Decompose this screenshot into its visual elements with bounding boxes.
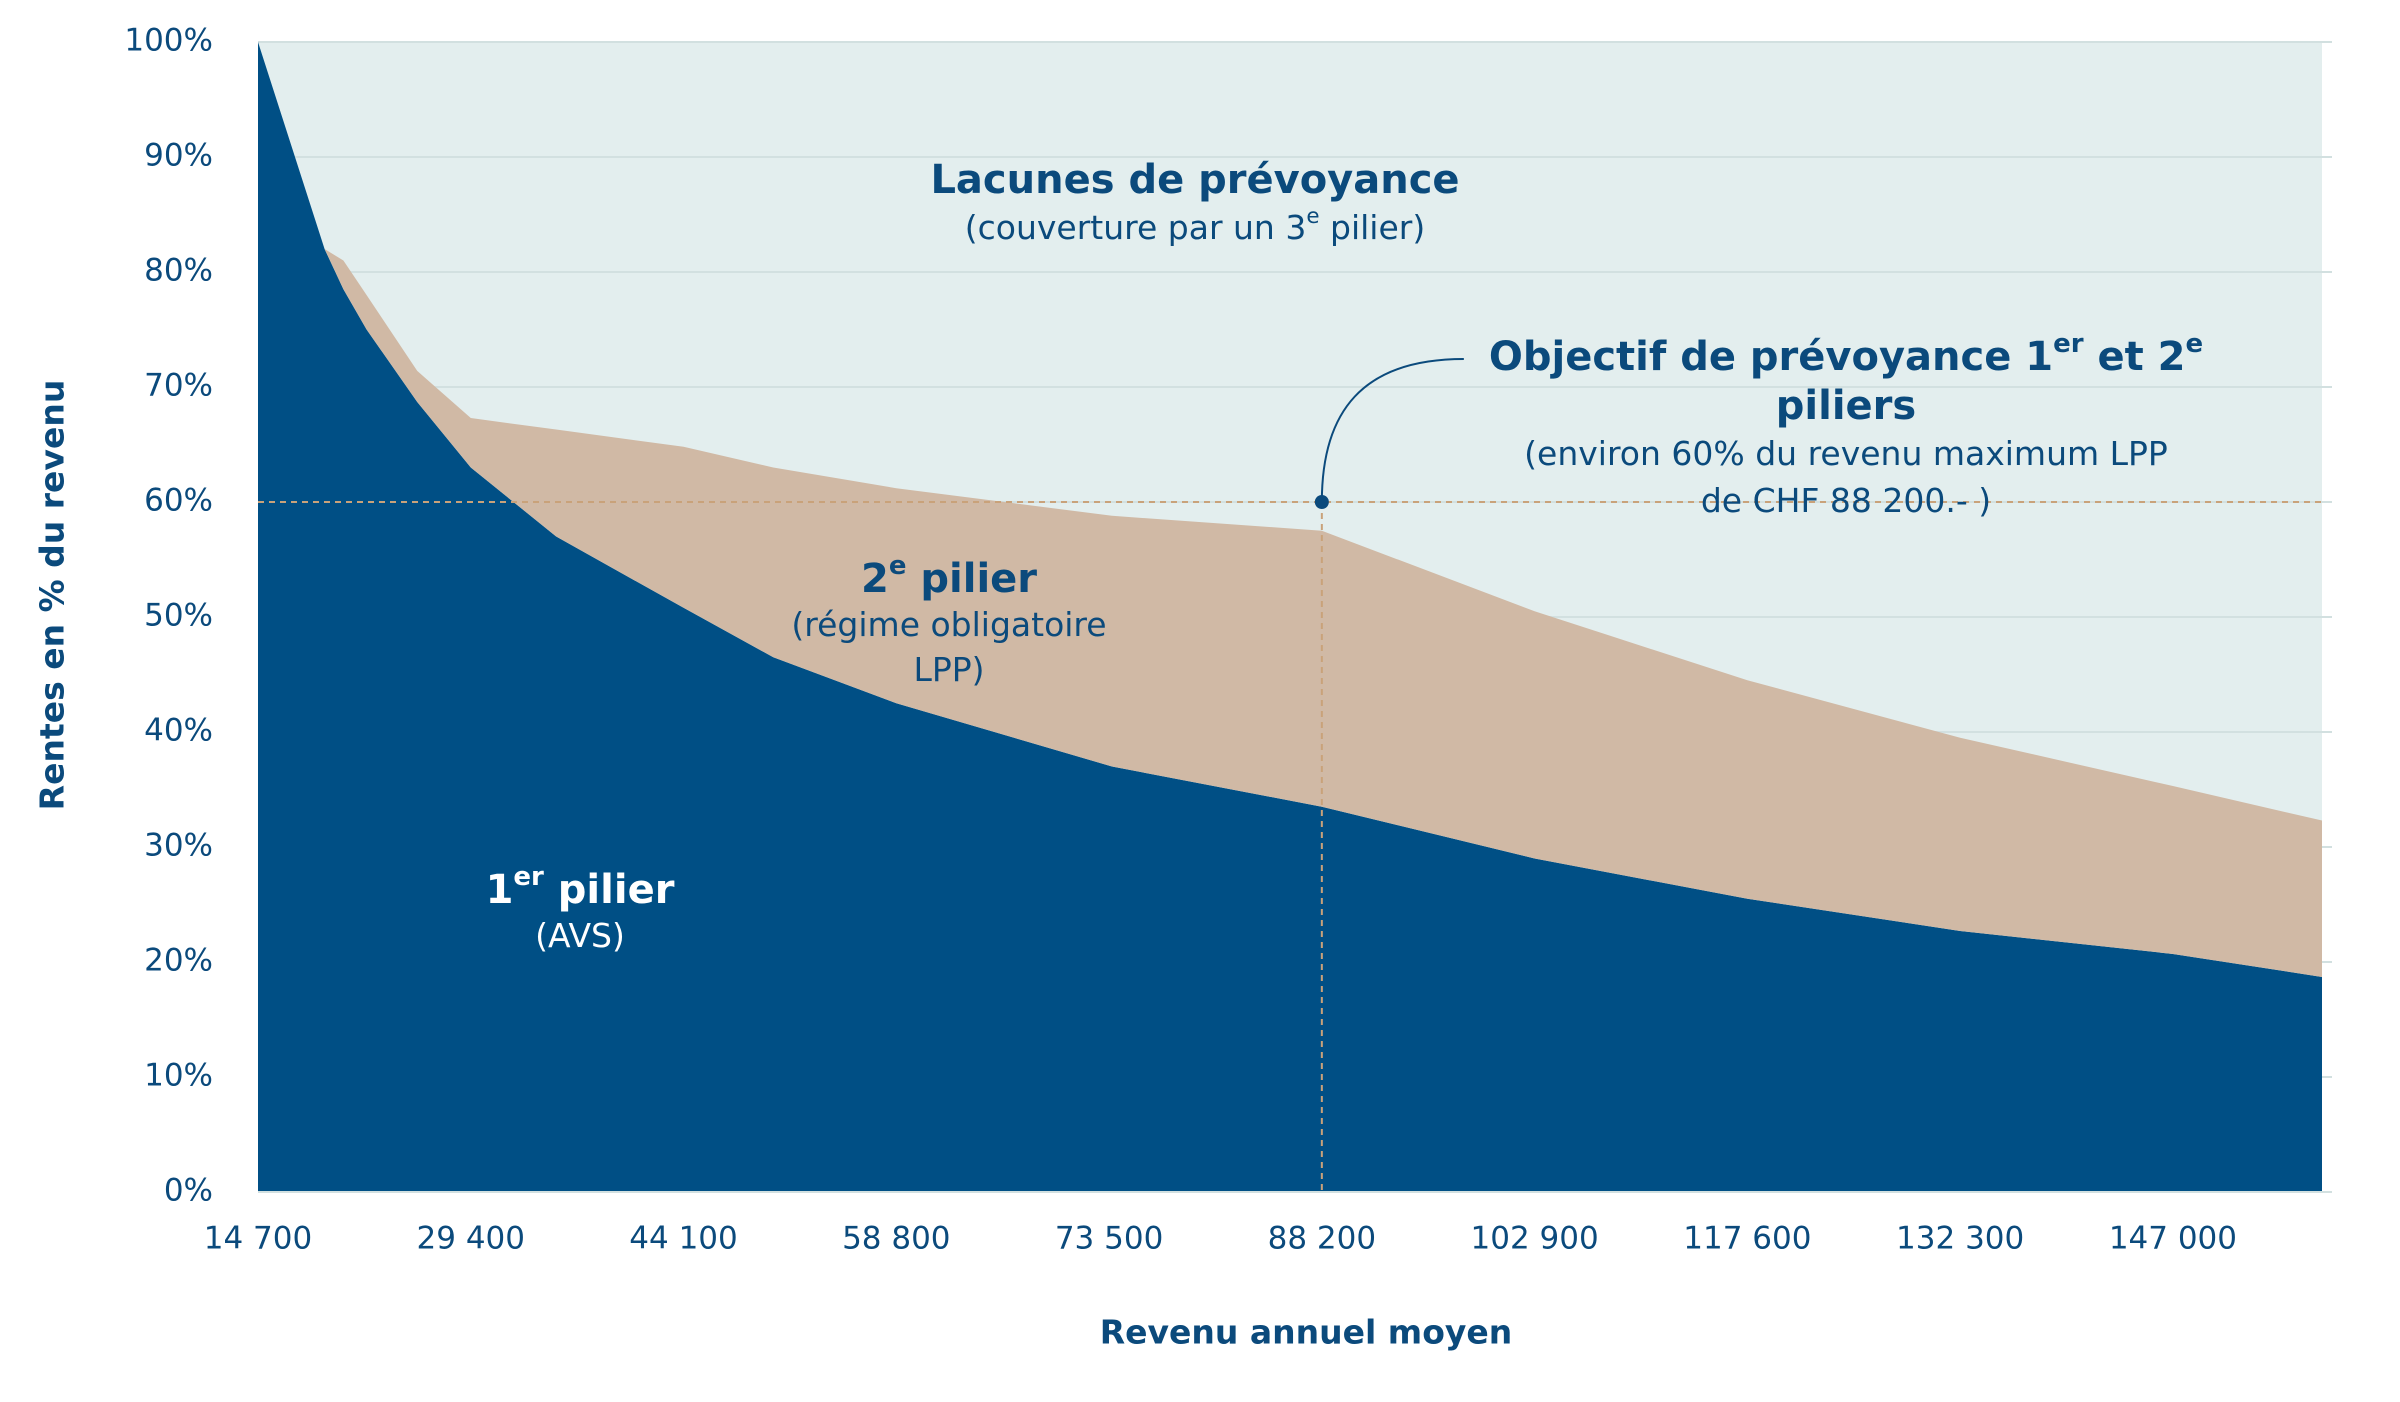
annotation-text: er	[513, 862, 544, 892]
annotation-text: (régime obligatoire	[791, 605, 1106, 644]
annotation-text: pilier	[544, 867, 675, 913]
annotation-text: Objectif de prévoyance 1	[1489, 334, 2053, 380]
y-tick-label: 20%	[144, 943, 213, 979]
x-tick-label: 58 800	[842, 1221, 950, 1257]
annotation: de CHF 88 200.- )	[1701, 481, 1991, 520]
y-axis-title: Rentes en % du revenu	[33, 380, 72, 811]
y-tick-label: 80%	[144, 253, 213, 289]
annotation: piliers	[1776, 383, 1916, 429]
annotation-text: e	[2185, 329, 2203, 359]
x-tick-label: 132 300	[1896, 1221, 2024, 1257]
y-tick-label: 30%	[144, 828, 213, 864]
annotation-text: Lacunes de prévoyance	[930, 157, 1459, 203]
annotation: 2e pilier	[861, 551, 1037, 603]
annotation-text: e	[889, 551, 907, 581]
x-tick-label: 147 000	[2109, 1221, 2237, 1257]
annotation: (AVS)	[535, 916, 625, 955]
target-point	[1314, 495, 1329, 509]
annotation: Objectif de prévoyance 1er et 2e	[1489, 329, 2203, 381]
y-tick-label: 60%	[144, 483, 213, 519]
y-tick-label: 100%	[124, 23, 213, 59]
leader-line	[1320, 358, 1464, 503]
annotation-text: er	[2053, 329, 2084, 359]
x-tick-label: 73 500	[1055, 1221, 1163, 1257]
x-tick-label: 14 700	[204, 1221, 312, 1257]
annotation-text: 1	[486, 867, 514, 913]
annotation-text: (AVS)	[535, 916, 625, 955]
y-tick-label: 90%	[144, 138, 213, 174]
annotation-text: LPP)	[913, 650, 984, 689]
area	[258, 42, 2322, 1192]
x-axis-title: Revenu annuel moyen	[1100, 1313, 1513, 1352]
x-tick-label: 29 400	[417, 1221, 525, 1257]
annotation-text: pilier	[906, 556, 1037, 602]
x-tick-label: 88 200	[1268, 1221, 1376, 1257]
y-tick-label: 70%	[144, 368, 213, 404]
annotation-text: de CHF 88 200.- )	[1701, 481, 1991, 520]
y-tick-label: 40%	[144, 713, 213, 749]
annotation-text: e	[1306, 204, 1319, 229]
annotation-text: 2	[861, 556, 889, 602]
x-tick-label: 117 600	[1683, 1221, 1811, 1257]
annotation-text: pilier)	[1320, 208, 1426, 247]
annotation-text: (environ 60% du revenu maximum LPP	[1524, 434, 2168, 473]
annotation: LPP)	[913, 650, 984, 689]
annotation: (environ 60% du revenu maximum LPP	[1524, 434, 2168, 473]
area	[258, 42, 2322, 977]
y-tick-label: 50%	[144, 598, 213, 634]
y-tick-label: 0%	[164, 1173, 213, 1209]
annotation: Lacunes de prévoyance	[930, 157, 1459, 203]
annotation-text: et 2	[2084, 334, 2186, 380]
annotation: 1er pilier	[486, 862, 675, 914]
x-tick-label: 102 900	[1471, 1221, 1599, 1257]
annotation: (régime obligatoire	[791, 605, 1106, 644]
annotation-text: (couverture par un 3	[965, 208, 1307, 247]
y-tick-label: 10%	[144, 1058, 213, 1094]
x-tick-label: 44 100	[629, 1221, 737, 1257]
annotation: (couverture par un 3e pilier)	[965, 204, 1425, 247]
